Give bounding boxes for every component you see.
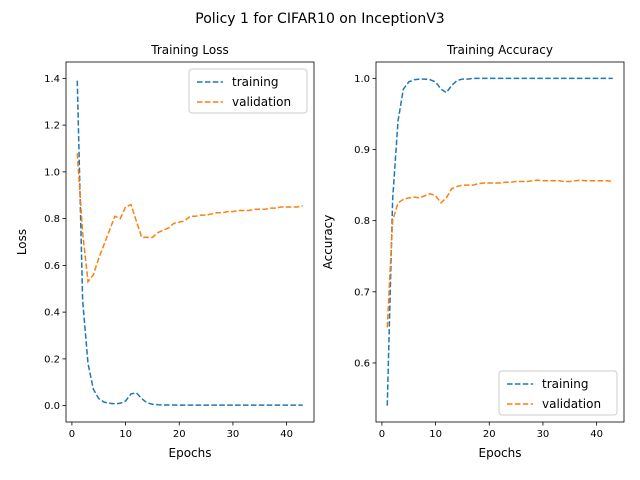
chart-title: Training Accuracy (446, 43, 553, 57)
y-tick-label: 0.9 (354, 145, 370, 156)
series-line-training (386, 77, 613, 406)
x-tick-label: 0 (69, 429, 75, 440)
legend-label: validation (542, 397, 601, 411)
y-tick-label: 1.0 (354, 74, 370, 85)
y-tick-label: 1.2 (44, 121, 60, 132)
legend-label: training (232, 75, 279, 89)
legend: training validation (188, 68, 308, 114)
y-tick-label: 0.7 (354, 287, 370, 298)
x-tick-label: 10 (119, 429, 132, 440)
chart-panel-0: Training Loss 0 10 20 30 40 0.0 0.2 0.4 0.6 0.8 1.0… (15, 43, 315, 460)
y-tick-label: 0.2 (44, 354, 60, 365)
y-tick-label: 1.0 (44, 167, 60, 178)
y-tick-label: 1.4 (44, 74, 60, 85)
x-tick-label: 10 (429, 429, 442, 440)
legend-box (498, 370, 618, 416)
series-line-validation (386, 179, 613, 328)
legend-box (188, 68, 308, 114)
chart-panel-1: Training Accuracy 0 10 20 30 40 0.6 0.7 0.8 0.9 1.… (321, 43, 625, 460)
chart-panels: Training Loss 0 10 20 30 40 0.0 0.2 0.4 0.6 0.8 1.0… (15, 43, 625, 460)
legend-label: training (542, 377, 589, 391)
x-tick-label: 40 (280, 429, 293, 440)
x-axis-label: Epochs (479, 446, 522, 460)
axes-frame (375, 61, 625, 423)
y-axis-label: Accuracy (321, 215, 335, 270)
figure-suptitle: Policy 1 for CIFAR10 on InceptionV3 (195, 11, 444, 27)
y-tick-label: 0.8 (44, 214, 60, 225)
y-axis-label: Loss (15, 229, 29, 255)
axes-frame (65, 61, 315, 423)
series-line-training (76, 80, 303, 406)
chart-title: Training Loss (150, 43, 228, 57)
x-tick-label: 0 (379, 429, 385, 440)
x-axis-label: Epochs (169, 446, 212, 460)
x-tick-label: 30 (227, 429, 240, 440)
series-line-validation (76, 153, 303, 284)
y-tick-label: 0.0 (44, 401, 60, 412)
x-tick-label: 30 (537, 429, 550, 440)
y-tick-label: 0.6 (354, 358, 370, 369)
x-tick-label: 40 (590, 429, 603, 440)
y-tick-label: 0.4 (44, 308, 60, 319)
x-tick-label: 20 (483, 429, 496, 440)
legend-label: validation (232, 95, 291, 109)
x-tick-label: 20 (173, 429, 186, 440)
y-tick-label: 0.6 (44, 261, 60, 272)
legend: training validation (498, 370, 618, 416)
y-tick-label: 0.8 (354, 216, 370, 227)
